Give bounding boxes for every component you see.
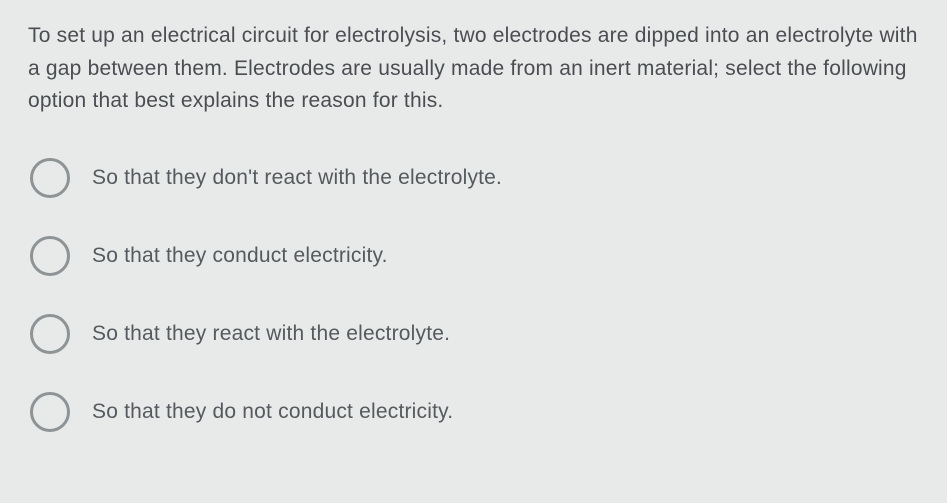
option-label: So that they react with the electrolyte. xyxy=(92,322,450,346)
question-text: To set up an electrical circuit for elec… xyxy=(28,20,919,118)
option-row[interactable]: So that they don't react with the electr… xyxy=(30,158,919,198)
radio-icon[interactable] xyxy=(30,392,70,432)
options-list: So that they don't react with the electr… xyxy=(28,158,919,432)
option-label: So that they conduct electricity. xyxy=(92,244,388,268)
radio-icon[interactable] xyxy=(30,314,70,354)
option-label: So that they don't react with the electr… xyxy=(92,166,502,190)
radio-icon[interactable] xyxy=(30,236,70,276)
option-row[interactable]: So that they conduct electricity. xyxy=(30,236,919,276)
option-row[interactable]: So that they react with the electrolyte. xyxy=(30,314,919,354)
option-row[interactable]: So that they do not conduct electricity. xyxy=(30,392,919,432)
option-label: So that they do not conduct electricity. xyxy=(92,400,453,424)
radio-icon[interactable] xyxy=(30,158,70,198)
